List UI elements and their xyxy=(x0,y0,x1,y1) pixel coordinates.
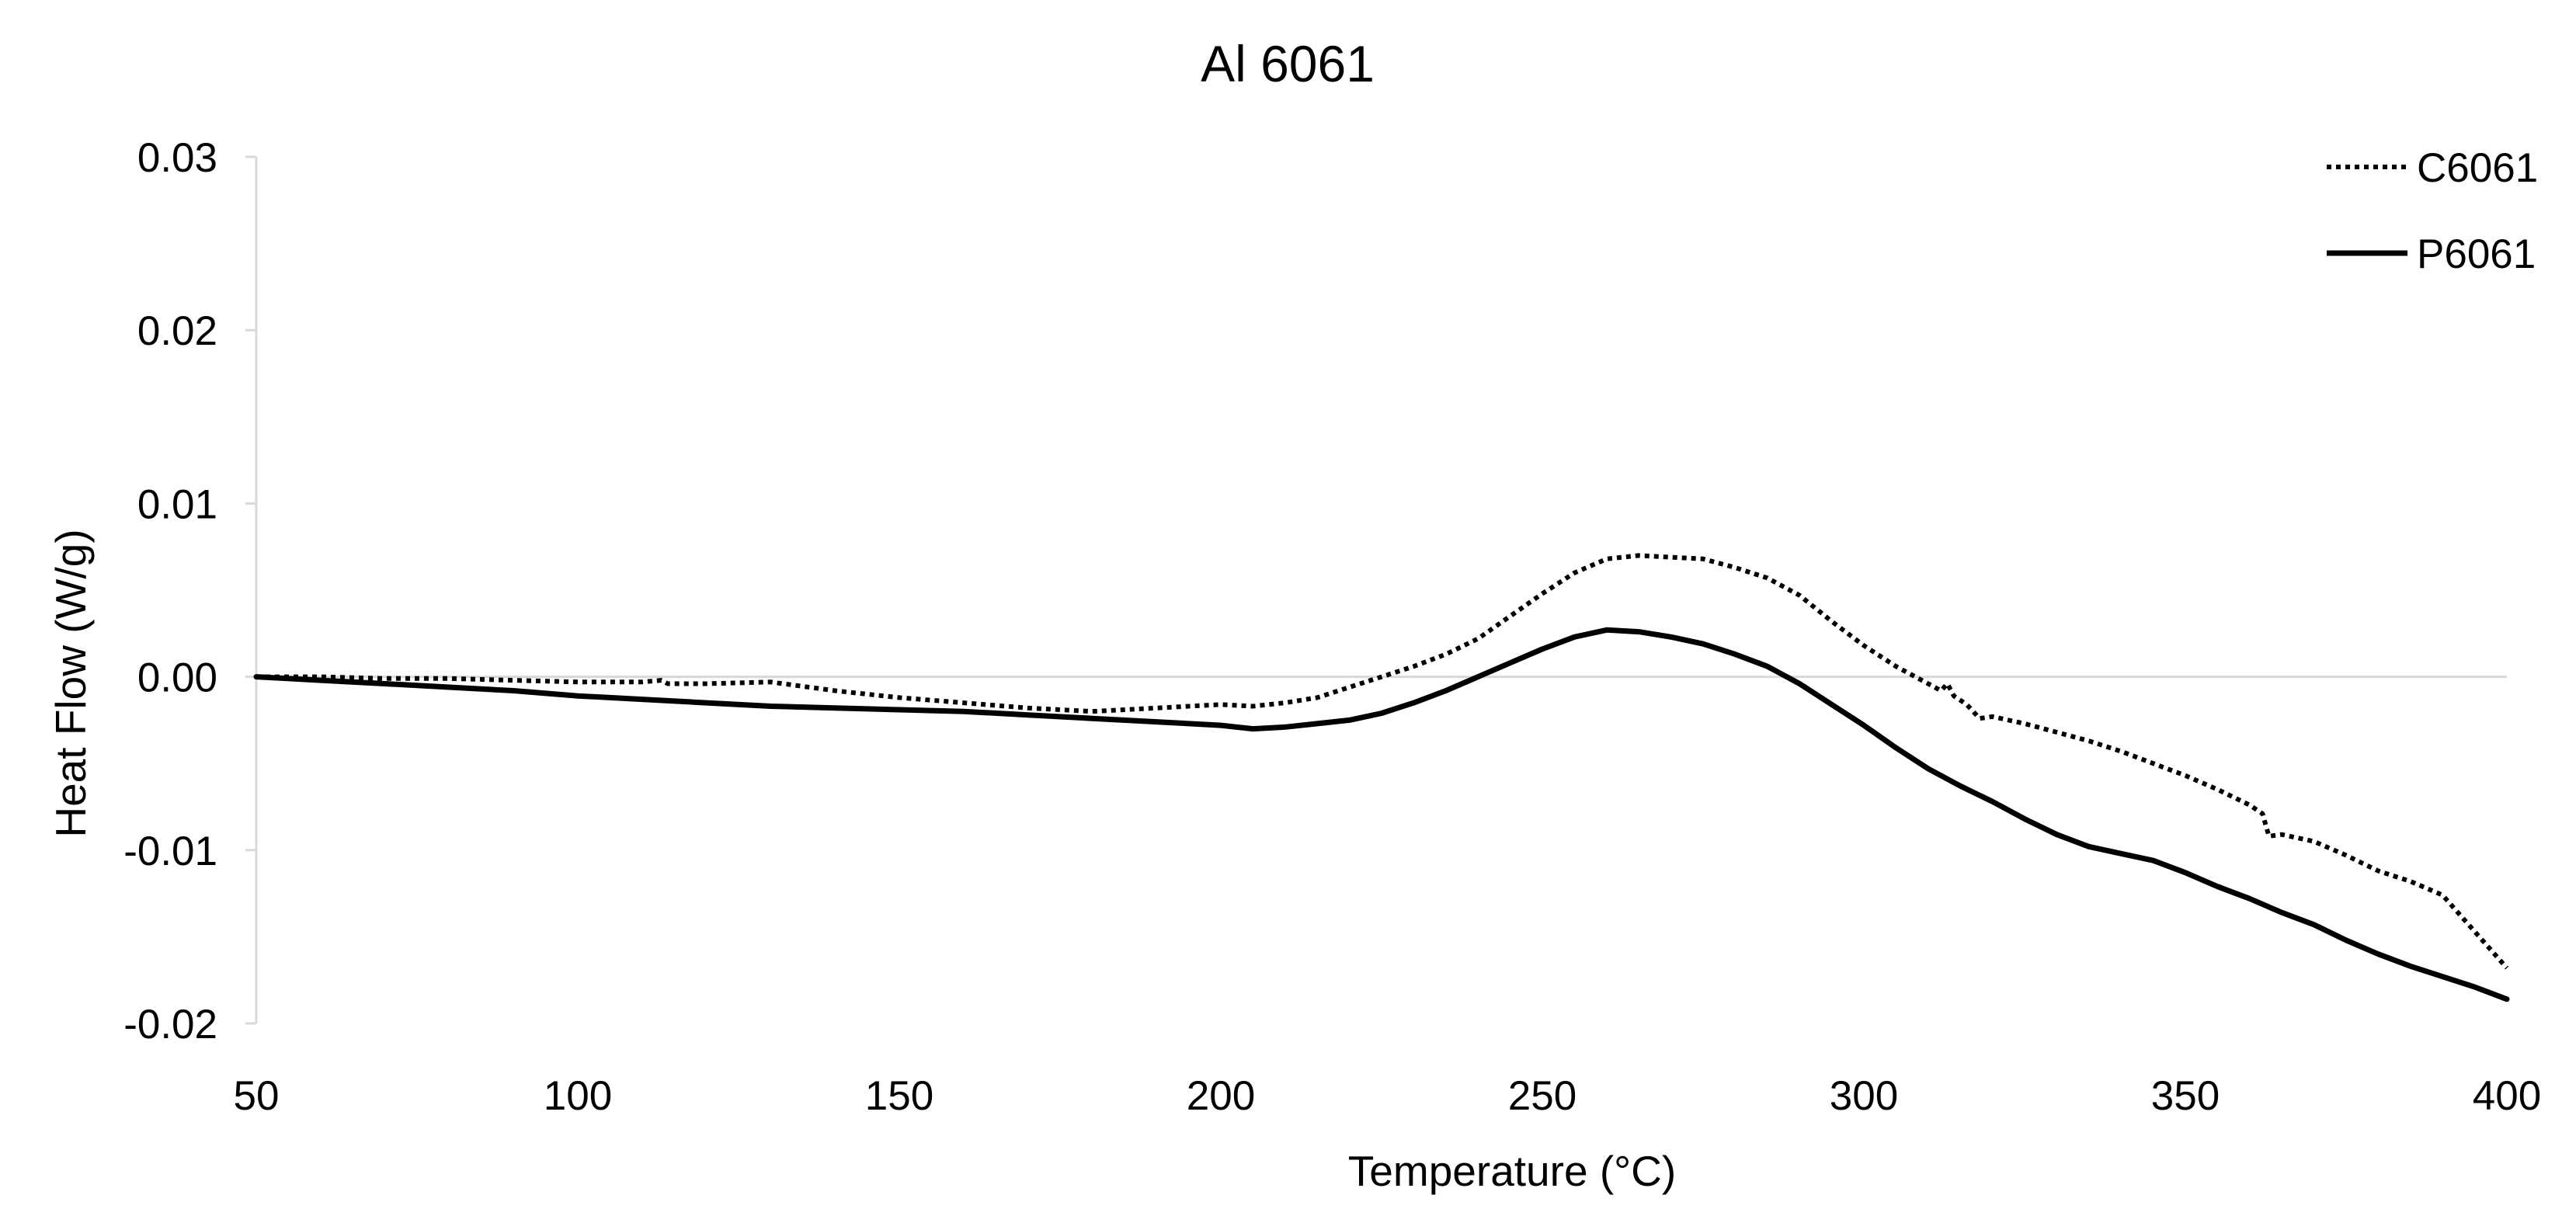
x-tick-label: 150 xyxy=(865,1073,933,1119)
x-tick-label: 300 xyxy=(1830,1073,1898,1119)
legend: C6061 P6061 xyxy=(2327,145,2538,277)
x-axis-title: Temperature (°C) xyxy=(1348,1147,1676,1195)
legend-item-c6061: C6061 xyxy=(2327,145,2538,191)
y-tick-label: -0.02 xyxy=(123,1002,217,1047)
x-tick-label: 250 xyxy=(1508,1073,1577,1119)
y-tick-label: 0.00 xyxy=(137,655,217,701)
x-tick-label: 200 xyxy=(1187,1073,1255,1119)
x-tick-label: 350 xyxy=(2151,1073,2220,1119)
y-tick-label: 0.03 xyxy=(137,135,217,181)
y-tick-label: 0.01 xyxy=(137,481,217,527)
legend-item-p6061: P6061 xyxy=(2327,231,2536,277)
series-layer xyxy=(253,553,2510,1002)
x-tick-label: 100 xyxy=(544,1073,612,1119)
legend-label: P6061 xyxy=(2417,231,2536,277)
x-tick-label: 50 xyxy=(234,1073,280,1119)
y-tick-label: 0.02 xyxy=(137,308,217,354)
y-axis-title: Heat Flow (W/g) xyxy=(47,529,95,837)
series-line-p6061 xyxy=(253,627,2510,1002)
x-ticks: 50 100 150 200 250 300 350 400 xyxy=(234,1073,2542,1119)
legend-label: C6061 xyxy=(2417,145,2538,191)
x-tick-label: 400 xyxy=(2473,1073,2541,1119)
y-tick-label: -0.01 xyxy=(123,829,217,874)
chart-title: Al 6061 xyxy=(1201,35,1375,92)
y-ticks: 0.03 0.02 0.01 0.00 -0.01 -0.02 xyxy=(123,135,256,1047)
